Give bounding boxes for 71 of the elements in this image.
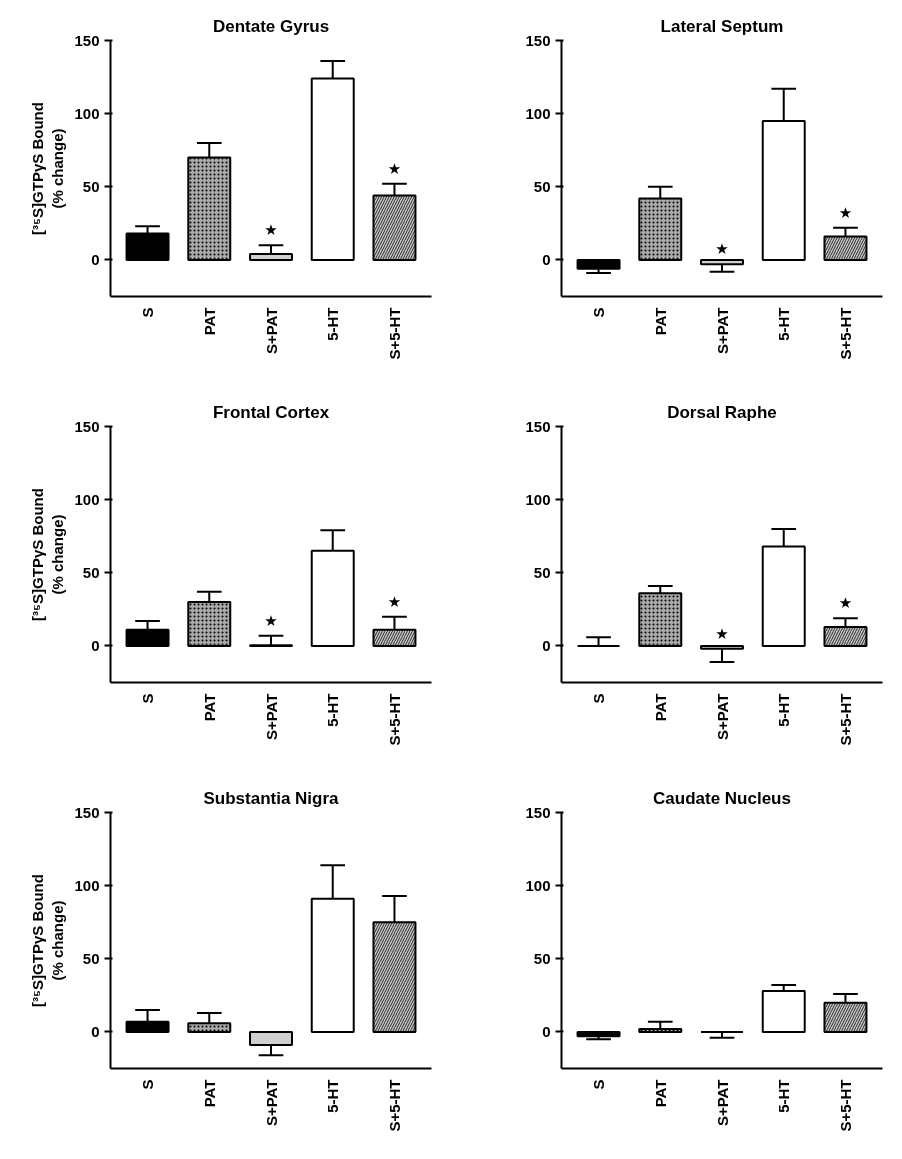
x-tick-label: PAT (651, 693, 669, 722)
annotation: ★ (838, 594, 853, 613)
x-tick-label: S (590, 307, 608, 318)
x-tick-label: 5-HT (775, 307, 793, 341)
x-tick-label: S+5-HT (385, 1079, 403, 1132)
y-tick-label: 150 (74, 31, 100, 49)
chart-title: Substantia Nigra (203, 788, 340, 808)
annotation: ★ (264, 221, 278, 240)
x-tick-label: PAT (200, 693, 218, 722)
y-axis-title: [³⁵S]GTPγS Bound (% change) (29, 102, 67, 235)
x-tick-label: 5-HT (775, 1079, 793, 1113)
chart-title: Caudate Nucleus (653, 788, 791, 808)
x-tick-label: S+5-HT (836, 1079, 854, 1132)
x-tick-label: S+PAT (262, 693, 280, 741)
x-tick-label: PAT (651, 1079, 669, 1108)
x-tick-label: S+5-HT (836, 307, 854, 360)
y-tick-label: 150 (525, 803, 551, 821)
chart-title: Dentate Gyrus (212, 16, 330, 36)
y-tick-label: 50 (82, 177, 100, 195)
y-tick-label: 0 (542, 636, 551, 654)
annotation: ★ (715, 624, 729, 643)
chart-title: Frontal Cortex (212, 402, 330, 422)
x-tick-label: S (139, 307, 157, 318)
y-tick-label: 100 (74, 104, 100, 122)
y-tick-label: 0 (542, 250, 551, 268)
x-tick-label: S+5-HT (385, 693, 403, 746)
y-tick-label: 150 (525, 417, 551, 435)
x-tick-label: 5-HT (324, 693, 342, 727)
y-tick-label: 150 (525, 31, 551, 49)
x-tick-label: S+5-HT (836, 693, 854, 746)
x-tick-label: 5-HT (775, 693, 793, 727)
y-tick-label: 0 (542, 1022, 551, 1040)
x-tick-label: S (590, 1079, 608, 1090)
y-tick-label: 50 (533, 563, 551, 581)
annotation: ★ (387, 592, 402, 611)
x-tick-label: 5-HT (324, 1079, 342, 1113)
y-tick-label: 100 (525, 490, 551, 508)
x-tick-label: PAT (200, 1079, 218, 1108)
x-tick-label: PAT (651, 307, 669, 336)
x-tick-label: S (139, 1079, 157, 1090)
x-tick-label: S+PAT (262, 307, 280, 355)
x-tick-label: S (590, 693, 608, 704)
y-tick-label: 150 (74, 803, 100, 821)
chart-title: Lateral Septum (660, 16, 784, 36)
y-tick-label: 0 (91, 1022, 100, 1040)
annotation: ★ (715, 240, 729, 259)
chart-title: Dorsal Raphe (667, 402, 777, 422)
x-tick-label: S+5-HT (385, 307, 403, 360)
annotation: ★ (387, 159, 402, 178)
y-axis-title: [³⁵S]GTPγS Bound (% change) (29, 874, 67, 1007)
y-tick-label: 0 (91, 636, 100, 654)
annotation: ★ (264, 611, 278, 630)
y-tick-label: 100 (525, 104, 551, 122)
y-tick-label: 50 (82, 949, 100, 967)
y-tick-label: 0 (91, 250, 100, 268)
x-tick-label: 5-HT (324, 307, 342, 341)
y-tick-label: 100 (74, 490, 100, 508)
x-tick-label: S+PAT (713, 307, 731, 355)
x-tick-label: PAT (200, 307, 218, 336)
annotation: ★ (838, 203, 853, 222)
x-tick-label: S+PAT (262, 1079, 280, 1127)
x-tick-label: S+PAT (713, 1079, 731, 1127)
y-tick-label: 50 (533, 949, 551, 967)
x-tick-label: S (139, 693, 157, 704)
y-axis-title: [³⁵S]GTPγS Bound (% change) (29, 488, 67, 621)
y-tick-label: 100 (525, 876, 551, 894)
x-tick-label: S+PAT (713, 693, 731, 741)
y-tick-label: 50 (533, 177, 551, 195)
y-tick-label: 150 (74, 417, 100, 435)
y-tick-label: 50 (82, 563, 100, 581)
y-tick-label: 100 (74, 876, 100, 894)
